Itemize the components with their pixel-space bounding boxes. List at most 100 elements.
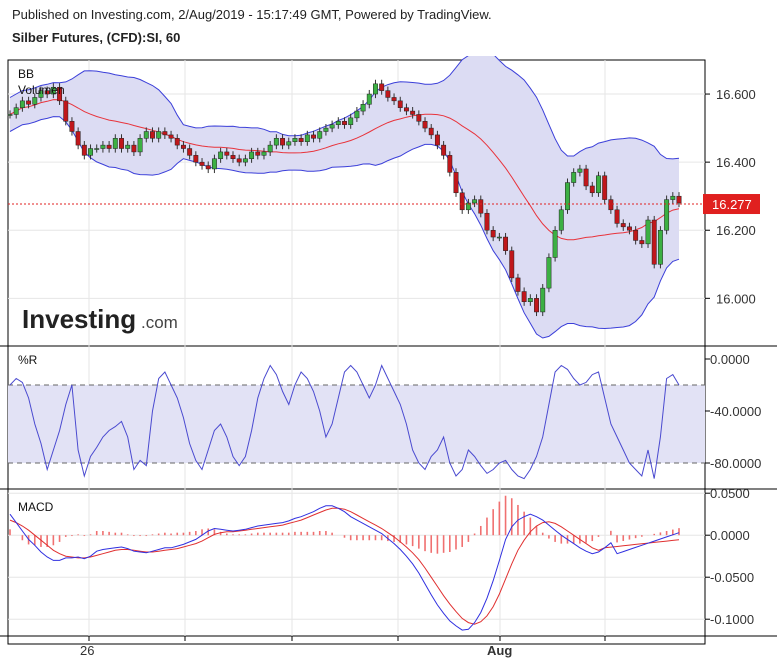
candle-body	[385, 90, 391, 98]
candle	[106, 141, 112, 153]
candle-body	[50, 86, 56, 95]
price-axis: 16.600 16.400 16.200 16.000	[705, 87, 756, 306]
candle	[211, 154, 217, 174]
candle	[527, 294, 533, 306]
candle-body	[81, 144, 87, 156]
candle	[38, 86, 44, 102]
candle-body	[534, 298, 539, 313]
candle	[75, 127, 81, 150]
candle	[441, 141, 447, 160]
candle	[230, 151, 236, 163]
last-price-badge: 16.277	[703, 194, 760, 215]
last-price-value: 16.277	[712, 197, 752, 212]
candle	[50, 83, 56, 99]
macd-signal-line	[9, 507, 680, 625]
candle	[453, 168, 459, 197]
candle-body	[441, 144, 447, 156]
candle	[509, 246, 515, 282]
candle-body	[484, 212, 490, 231]
bollinger-middle-line	[9, 99, 680, 241]
candle-body	[150, 131, 155, 139]
candle-body	[317, 131, 323, 139]
candle-body	[478, 199, 484, 214]
candle-body	[119, 138, 124, 149]
candle-body	[459, 192, 465, 211]
candle-body	[311, 134, 316, 139]
candle	[329, 120, 335, 133]
candle-body	[422, 121, 428, 129]
candle	[546, 253, 552, 293]
candle	[112, 134, 118, 153]
price-axis-label: 16.600	[716, 87, 756, 102]
candle	[143, 127, 149, 143]
candle-body	[63, 100, 69, 122]
candle-body	[304, 134, 310, 142]
candle	[348, 113, 354, 129]
candle	[273, 134, 279, 150]
bb-label: BB	[18, 67, 34, 81]
candle	[267, 141, 273, 157]
gridlines	[8, 60, 705, 636]
candle	[94, 144, 100, 153]
candle-body	[168, 134, 174, 139]
candle-body	[156, 131, 162, 139]
logo-domain: .com	[141, 313, 178, 332]
candle-body	[571, 172, 577, 183]
candle-body	[583, 168, 589, 187]
candle	[620, 219, 626, 231]
candle-body	[676, 195, 682, 204]
candle-body	[69, 121, 75, 132]
candle-body	[100, 144, 106, 149]
candle-body	[112, 138, 118, 149]
candle	[360, 100, 366, 116]
candle	[180, 141, 186, 153]
candle	[391, 93, 397, 105]
logo-text: Investing	[22, 304, 136, 334]
candle	[13, 103, 19, 119]
candle-body	[162, 131, 168, 136]
candle	[125, 141, 131, 153]
candles	[7, 79, 682, 317]
candle-body	[57, 86, 63, 102]
candle-body	[397, 100, 403, 108]
candle	[298, 134, 304, 146]
candle	[280, 134, 286, 150]
candle-body	[509, 250, 515, 279]
candle-body	[558, 209, 564, 231]
candle	[639, 236, 645, 248]
candle-body	[453, 172, 459, 194]
price-panel	[7, 56, 705, 339]
wr-axis-label: 0.0000	[710, 352, 750, 367]
candle	[478, 195, 484, 218]
candle-body	[261, 151, 267, 156]
candle-body	[565, 182, 570, 211]
candle-body	[348, 117, 354, 125]
candle	[236, 154, 242, 167]
candle	[342, 117, 347, 129]
candle-body	[645, 219, 651, 245]
candle	[385, 86, 391, 102]
macd-label: MACD	[18, 500, 54, 514]
candle-body	[273, 138, 279, 146]
candle-body	[416, 114, 422, 122]
candle-body	[205, 165, 211, 170]
candle	[354, 106, 360, 122]
candle-body	[342, 121, 347, 125]
candle	[521, 287, 527, 306]
candle-body	[639, 240, 645, 245]
candle	[366, 89, 372, 109]
chart-frame	[7, 59, 706, 645]
candle-body	[515, 277, 521, 292]
candle	[416, 110, 422, 126]
candle-body	[366, 93, 372, 105]
candle-body	[354, 110, 360, 119]
williams-r-panel	[8, 364, 705, 480]
candle-body	[527, 298, 533, 302]
candle	[168, 130, 174, 143]
macd-axis-label: 0.0500	[710, 486, 750, 501]
candle	[540, 284, 546, 317]
candle	[32, 93, 38, 109]
candle-body	[236, 158, 242, 163]
candle-body	[626, 226, 632, 231]
chart-area: BB Volumen Investing .com 16.60016.40016…	[0, 56, 777, 658]
